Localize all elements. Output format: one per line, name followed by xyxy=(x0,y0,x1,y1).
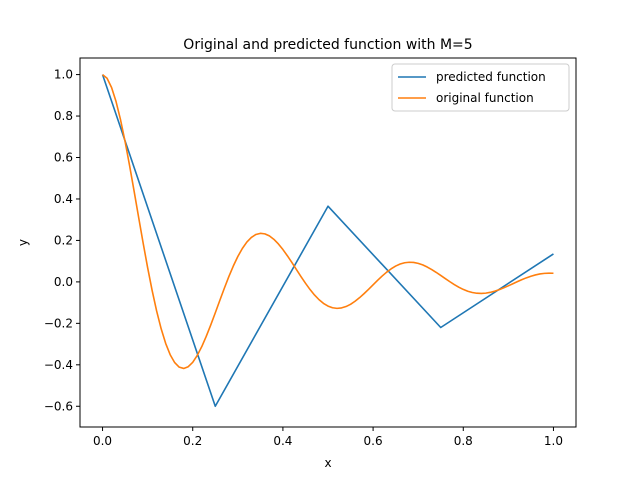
y-tick-label: 1.0 xyxy=(54,68,73,82)
axes-frame xyxy=(79,57,577,428)
y-tick-label: 0.0 xyxy=(54,275,73,289)
series-line-predicted xyxy=(101,74,554,408)
x-axis-label: x xyxy=(324,456,331,470)
legend: predicted function original function xyxy=(391,63,570,112)
x-tick-label: 1.0 xyxy=(544,434,563,448)
chart-title: Original and predicted function with M=5 xyxy=(183,37,472,53)
x-tick-label: 0.0 xyxy=(93,434,112,448)
x-tick-label: 0.4 xyxy=(273,434,292,448)
y-tick-label: 0.4 xyxy=(54,192,73,206)
y-tick-label: 0.8 xyxy=(54,109,73,123)
legend-box xyxy=(391,63,570,112)
legend-label: predicted function xyxy=(436,70,546,84)
plot-area xyxy=(101,73,554,408)
y-tick-label: 0.2 xyxy=(54,233,73,247)
y-tick-label: −0.6 xyxy=(44,399,73,413)
series-line-original xyxy=(102,73,554,370)
x-tick-label: 0.8 xyxy=(454,434,473,448)
y-tick-label: −0.2 xyxy=(44,316,73,330)
y-tick-label: −0.4 xyxy=(44,358,73,372)
y-tick-label: 0.6 xyxy=(54,151,73,165)
axis-ticks: 0.0 0.2 0.4 0.6 0.8 1.0 −0.6 −0.4 −0.2 0.0 0.2 0.4 0… xyxy=(44,68,563,448)
legend-label: original function xyxy=(436,91,534,105)
x-tick-label: 0.2 xyxy=(183,434,202,448)
x-tick-label: 0.6 xyxy=(364,434,383,448)
y-axis-label: y xyxy=(16,239,30,246)
